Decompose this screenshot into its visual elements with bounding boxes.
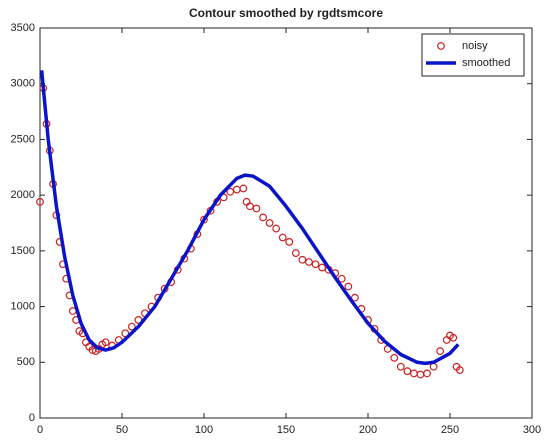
x-tick-label: 250 xyxy=(441,424,459,436)
chart-title: Contour smoothed by rgdtsmcore xyxy=(189,6,383,20)
noisy-point xyxy=(311,260,320,269)
noisy-point xyxy=(410,369,418,378)
x-tick-label: 100 xyxy=(195,424,213,436)
noisy-point xyxy=(272,224,281,233)
x-tick-label: 150 xyxy=(277,424,295,436)
x-tick-label: 200 xyxy=(359,424,377,436)
noisy-point xyxy=(396,362,405,371)
x-tick-label: 0 xyxy=(37,424,43,436)
noisy-point xyxy=(36,197,44,206)
y-tick-label: 1500 xyxy=(11,245,35,257)
noisy-point xyxy=(318,263,326,272)
noisy-point xyxy=(242,197,251,206)
noisy-point xyxy=(305,258,313,266)
y-tick-label: 500 xyxy=(17,356,35,368)
noisy-point xyxy=(337,274,346,283)
noisy-point xyxy=(246,202,254,211)
y-tick-label: 3500 xyxy=(11,22,35,34)
x-tick-label: 50 xyxy=(116,424,128,436)
plot-frame xyxy=(39,27,533,419)
x-tick-label: 300 xyxy=(523,424,541,436)
y-tick-label: 2000 xyxy=(11,189,35,201)
noisy-point xyxy=(429,362,438,371)
noisy-point xyxy=(259,213,267,222)
noisy-point xyxy=(239,184,248,193)
noisy-point xyxy=(101,338,110,347)
legend-label: noisy xyxy=(462,40,488,52)
noisy-point xyxy=(232,185,241,194)
noisy-point xyxy=(390,353,399,362)
noisy-point xyxy=(127,322,136,331)
noisy-point xyxy=(423,369,431,378)
noisy-point xyxy=(416,370,425,379)
y-tick-label: 3000 xyxy=(11,78,35,90)
noisy-point xyxy=(252,204,261,213)
noisy-point xyxy=(285,238,294,246)
y-tick-label: 0 xyxy=(29,412,35,424)
noisy-point xyxy=(291,249,300,257)
legend-marker xyxy=(437,42,445,50)
noisy-point xyxy=(403,367,412,376)
y-tick-label: 1000 xyxy=(11,300,35,312)
smoothed-line xyxy=(39,70,460,366)
noisy-point xyxy=(278,233,287,242)
noisy-point xyxy=(265,219,274,227)
noisy-point xyxy=(350,293,359,302)
legend-box xyxy=(421,33,525,77)
legend-label: smoothed xyxy=(462,57,510,69)
noisy-point xyxy=(344,282,353,291)
noisy-point xyxy=(298,255,307,264)
noisy-point xyxy=(455,366,464,374)
noisy-point xyxy=(436,347,445,356)
noisy-point xyxy=(449,333,458,342)
y-tick-label: 2500 xyxy=(11,133,35,145)
noisy-point xyxy=(442,336,451,344)
noisy-point xyxy=(226,187,235,196)
noisy-point xyxy=(121,329,130,338)
